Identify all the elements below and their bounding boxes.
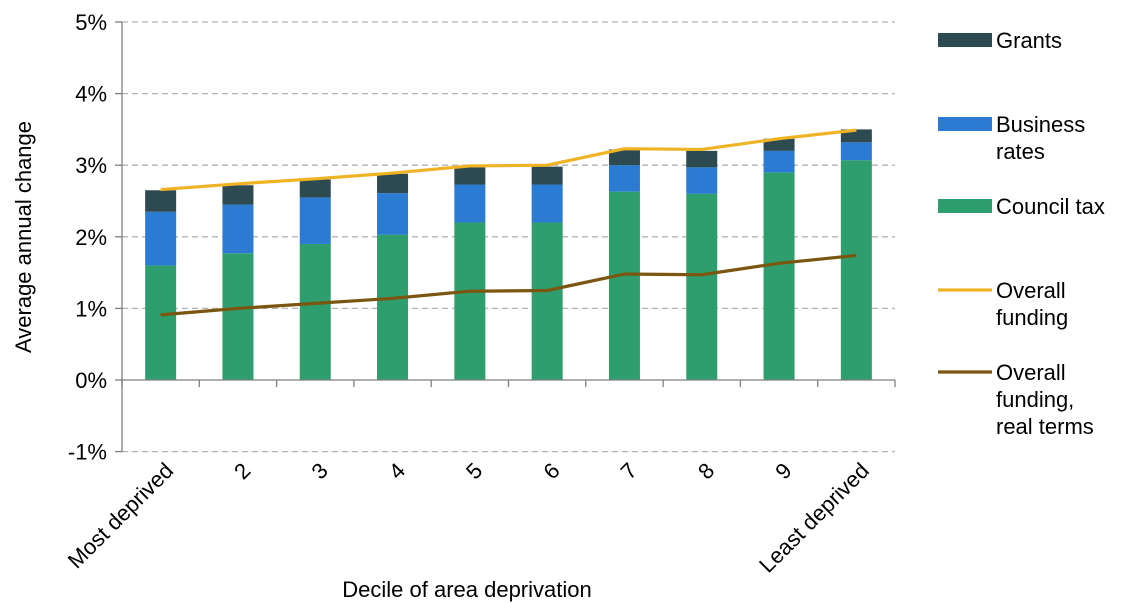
axes xyxy=(121,22,896,452)
bar-segment-business-rates xyxy=(377,193,409,235)
bar-segment-grants xyxy=(377,173,409,194)
x-tick-label: 2 xyxy=(229,458,255,484)
x-tick-label: 6 xyxy=(538,458,564,484)
legend-label: Grants xyxy=(996,28,1062,53)
y-tick-label: 4% xyxy=(75,82,107,107)
y-axis-ticks: -1% 0% 1% 2% 3% 4% 5% xyxy=(68,10,107,465)
y-tick-label: -1% xyxy=(68,440,107,465)
y-tick-label: 2% xyxy=(75,225,107,250)
bar-segment-business-rates xyxy=(608,165,640,192)
line-overall-funding-real-terms xyxy=(160,253,857,317)
bars xyxy=(145,129,872,380)
bar-segment-grants xyxy=(608,149,640,166)
bar-segment-council-tax xyxy=(531,222,563,380)
x-tick-label: Least deprived xyxy=(754,458,874,578)
bar-segment-business-rates xyxy=(222,204,254,254)
legend-label: Overall funding, real terms xyxy=(996,360,1094,439)
bar-segment-council-tax xyxy=(608,191,640,380)
bar-segment-business-rates xyxy=(145,211,177,266)
bar-segment-grants xyxy=(686,150,718,168)
y-tick-label: 3% xyxy=(75,153,107,178)
y-tick-label: 0% xyxy=(75,368,107,393)
bar-segment-grants xyxy=(299,179,331,198)
legend-swatch xyxy=(938,199,992,213)
legend-swatch xyxy=(938,33,992,47)
x-tick-label: 5 xyxy=(461,458,487,484)
x-tick-label: 4 xyxy=(384,458,410,484)
bar-segment-council-tax xyxy=(686,193,718,380)
legend-label: Council tax xyxy=(996,194,1105,219)
x-tick-label: 8 xyxy=(693,458,719,484)
bar-segment-council-tax xyxy=(145,265,177,380)
bar-segment-grants xyxy=(222,185,254,205)
bar-segment-grants xyxy=(454,167,486,185)
bar-segment-grants xyxy=(840,129,872,143)
y-tick-label: 5% xyxy=(75,10,107,35)
bar-segment-council-tax xyxy=(299,243,331,380)
bar-segment-council-tax xyxy=(222,253,254,380)
bar-segment-grants xyxy=(145,190,177,212)
x-axis-title: Decile of area deprivation xyxy=(342,577,591,602)
bar-segment-business-rates xyxy=(840,142,872,161)
x-tick-label: Most deprived xyxy=(63,458,178,573)
bar-segment-council-tax xyxy=(377,234,409,380)
line-series xyxy=(160,128,857,317)
legend-label: Business rates xyxy=(996,112,1085,164)
y-axis-title: Average annual change xyxy=(11,121,36,353)
bar-segment-business-rates xyxy=(454,184,486,223)
line-overall-funding xyxy=(160,128,857,192)
y-tick-label: 1% xyxy=(75,296,107,321)
bar-segment-council-tax xyxy=(454,222,486,380)
bar-segment-business-rates xyxy=(531,184,563,223)
legend-swatch xyxy=(938,117,992,131)
x-tick-label: 7 xyxy=(616,458,642,484)
legend: Grants Business rates Council tax Overall fun… xyxy=(938,28,1105,439)
bar-segment-grants xyxy=(531,166,563,185)
bar-segment-grants xyxy=(763,138,795,151)
bar-segment-business-rates xyxy=(299,197,331,244)
x-tick-label: 9 xyxy=(770,458,796,484)
x-tick-label: 3 xyxy=(306,458,332,484)
legend-label: Overall funding xyxy=(996,278,1068,330)
bar-segment-council-tax xyxy=(840,160,872,380)
bar-segment-business-rates xyxy=(763,150,795,173)
bar-segment-council-tax xyxy=(763,172,795,380)
bar-segment-business-rates xyxy=(686,167,718,194)
